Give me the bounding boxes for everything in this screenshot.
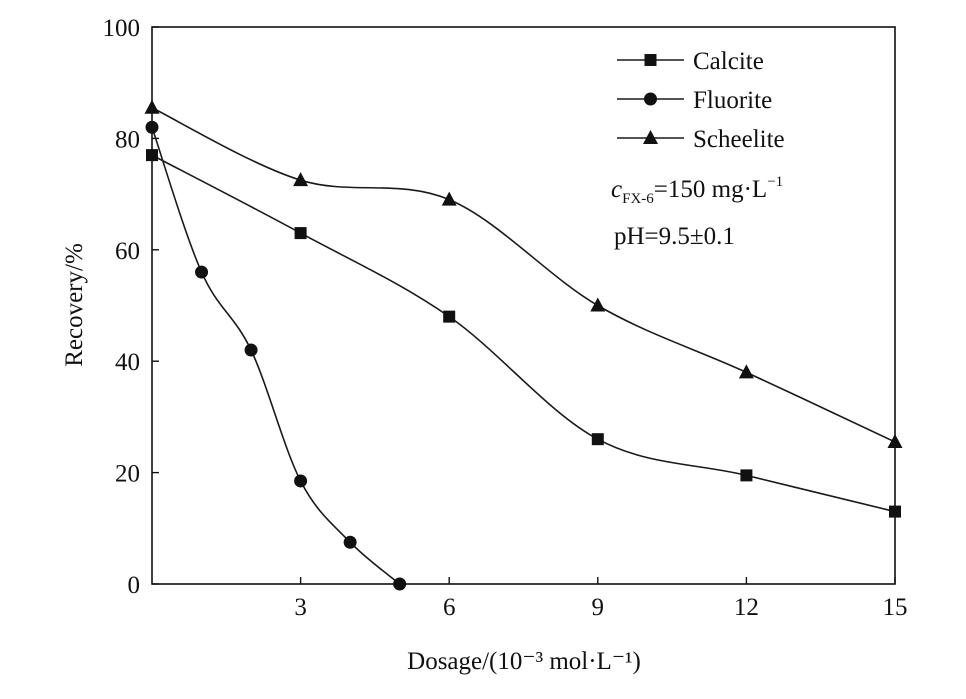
x-axis-ticks: 3 6 9 12 15 <box>294 577 908 621</box>
scheelite-point <box>144 99 160 114</box>
calcite-point <box>889 505 901 518</box>
y-tick-label: 60 <box>115 238 140 265</box>
fluorite-point <box>393 577 407 591</box>
y-tick-label: 0 <box>128 572 141 599</box>
concentration-value: =150 mg·L <box>654 176 767 203</box>
x-tick-label: 15 <box>883 594 908 621</box>
x-tick-label: 12 <box>734 594 759 621</box>
legend-label-scheelite: Scheelite <box>693 126 785 153</box>
y-tick-label: 40 <box>115 349 140 376</box>
calcite-point <box>294 227 307 240</box>
fluorite-point <box>343 535 357 549</box>
series-lines <box>151 107 896 585</box>
calcite-point <box>591 433 604 446</box>
concentration-superscript: −1 <box>767 174 783 190</box>
calcite-point <box>146 149 158 162</box>
x-axis-title: Dosage/(10⁻³ mol·L⁻¹) <box>407 648 641 675</box>
calcite-point <box>740 469 753 482</box>
concentration-symbol: c <box>611 176 622 203</box>
x-tick-label: 6 <box>443 594 456 621</box>
calcite-line <box>151 154 896 513</box>
calcite-point <box>443 310 456 323</box>
series-markers <box>144 99 903 591</box>
scheelite-point <box>738 364 754 379</box>
fluorite-point <box>195 265 209 279</box>
legend-marker-fluorite <box>644 92 657 106</box>
scheelite-point <box>887 433 903 448</box>
legend-marker-calcite <box>644 54 657 66</box>
y-axis-title: Recovery/% <box>61 243 88 367</box>
y-tick-label: 80 <box>115 126 140 153</box>
scheelite-point <box>590 297 606 312</box>
fluorite-point <box>145 120 159 134</box>
plot-frame <box>151 26 896 585</box>
legend-label-calcite: Calcite <box>693 48 764 75</box>
y-axis-ticks: 0 20 40 60 80 100 <box>103 15 159 599</box>
y-tick-label: 100 <box>103 15 141 42</box>
fluorite-point <box>294 474 308 488</box>
scheelite-point <box>441 191 457 206</box>
legend: Calcite Fluorite Scheelite <box>617 48 785 153</box>
x-tick-label: 3 <box>294 594 307 621</box>
fluorite-point <box>244 343 258 357</box>
legend-label-fluorite: Fluorite <box>693 87 772 114</box>
scheelite-line <box>151 107 896 443</box>
fluorite-line <box>151 127 401 585</box>
x-tick-label: 9 <box>592 594 605 621</box>
concentration-annotation: cFX-6=150 mg·L−1 <box>611 174 783 207</box>
concentration-subscript: FX-6 <box>622 191 654 207</box>
legend-marker-scheelite <box>643 130 658 144</box>
y-tick-label: 20 <box>115 461 140 488</box>
scheelite-point <box>293 172 309 187</box>
ph-annotation: pH=9.5±0.1 <box>614 223 735 250</box>
